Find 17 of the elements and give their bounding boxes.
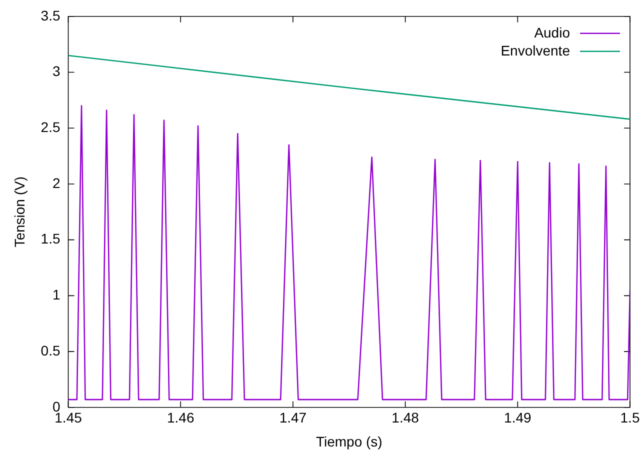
y-tick-label: 2: [52, 174, 60, 191]
legend-label: Envolvente: [500, 42, 570, 58]
y-tick-label: 0: [52, 398, 60, 414]
y-tick-label: 1: [52, 286, 60, 303]
x-tick-label: 1.49: [504, 410, 532, 426]
x-axis-title: Tiempo (s): [316, 433, 382, 450]
x-tick-label: 1.5: [620, 410, 640, 426]
y-tick-label: 1.5: [40, 230, 60, 247]
x-tick-label: 1.46: [166, 410, 194, 426]
y-tick-label: 3.5: [40, 7, 60, 24]
x-tick-label: 1.48: [392, 410, 420, 426]
y-tick-label: 0.5: [40, 342, 60, 358]
y-tick-label: 3: [52, 63, 60, 80]
x-tick-label: 1.47: [279, 410, 307, 426]
legend-label: Audio: [534, 24, 570, 40]
y-axis-title: Tension (V): [11, 176, 28, 248]
y-tick-label: 2.5: [40, 118, 60, 135]
